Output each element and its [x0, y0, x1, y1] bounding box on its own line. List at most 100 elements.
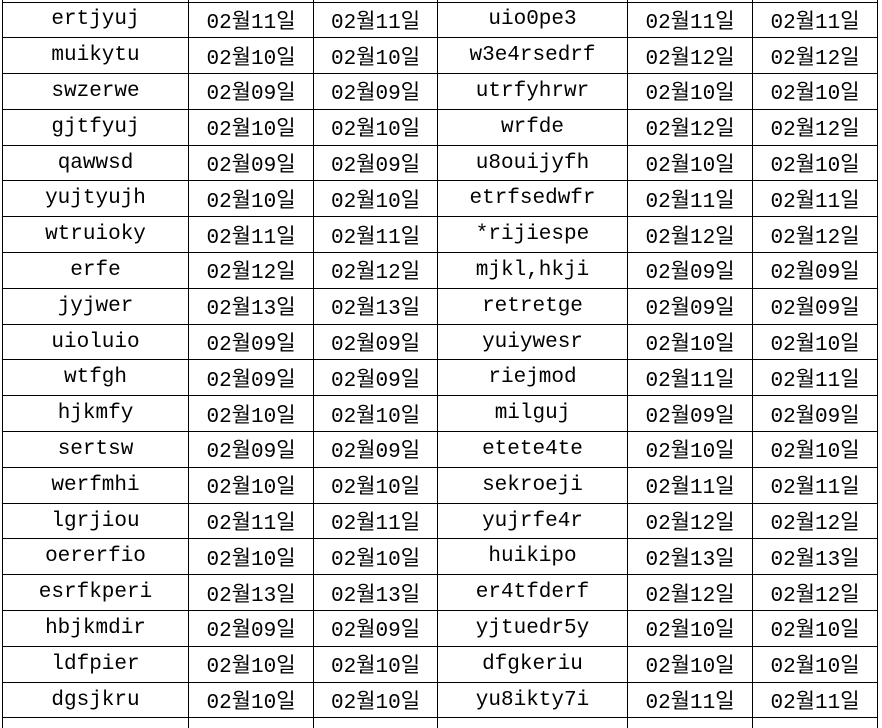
cell-date[interactable]: 02월10일: [752, 323, 878, 361]
cell-date[interactable]: 02월11일: [313, 216, 438, 254]
cell-empty[interactable]: [752, 0, 878, 3]
cell-date[interactable]: 02월09일: [188, 323, 314, 361]
cell-name[interactable]: hjkmfy: [2, 395, 189, 433]
cell-date[interactable]: 02월09일: [627, 395, 753, 433]
cell-name[interactable]: qawwsd: [2, 144, 189, 182]
cell-date[interactable]: 02월10일: [188, 395, 314, 433]
cell-date[interactable]: 02월12일: [752, 216, 878, 254]
cell-name[interactable]: muikytu: [2, 37, 189, 75]
cell-date[interactable]: 02월12일: [313, 252, 438, 289]
cell-date[interactable]: 02월11일: [188, 216, 314, 254]
cell-date[interactable]: 02월09일: [313, 323, 438, 361]
cell-name[interactable]: lgrjiou: [2, 502, 189, 540]
cell-date[interactable]: 02월09일: [752, 252, 878, 289]
cell-empty[interactable]: [313, 717, 438, 728]
cell-date[interactable]: 02월11일: [313, 1, 438, 39]
cell-name[interactable]: riejmod: [437, 359, 628, 397]
cell-name[interactable]: ertjyuj: [2, 1, 189, 39]
cell-date[interactable]: 02월11일: [752, 180, 878, 218]
cell-date[interactable]: 02월09일: [313, 73, 438, 110]
cell-name[interactable]: retretge: [437, 287, 628, 325]
cell-name[interactable]: wtfgh: [2, 359, 189, 397]
cell-date[interactable]: 02월11일: [627, 180, 753, 218]
cell-name[interactable]: yjtuedr5y: [437, 610, 628, 647]
cell-date[interactable]: 02월11일: [627, 681, 753, 719]
cell-date[interactable]: 02월13일: [188, 287, 314, 325]
cell-date[interactable]: 02월09일: [752, 287, 878, 325]
cell-date[interactable]: 02월09일: [188, 610, 314, 647]
cell-date[interactable]: 02월09일: [188, 431, 314, 468]
cell-name[interactable]: jyjwer: [2, 287, 189, 325]
cell-name[interactable]: yujtyujh: [2, 180, 189, 218]
cell-date[interactable]: 02월10일: [313, 37, 438, 75]
cell-date[interactable]: 02월11일: [752, 1, 878, 39]
cell-date[interactable]: 02월09일: [188, 144, 314, 182]
cell-date[interactable]: 02월10일: [188, 538, 314, 576]
cell-date[interactable]: 02월13일: [313, 287, 438, 325]
cell-empty[interactable]: [2, 717, 189, 728]
cell-name[interactable]: etete4te: [437, 431, 628, 468]
cell-date[interactable]: 02월10일: [627, 645, 753, 683]
cell-name[interactable]: oererfio: [2, 538, 189, 576]
cell-date[interactable]: 02월12일: [752, 574, 878, 612]
cell-date[interactable]: 02월09일: [313, 610, 438, 647]
cell-empty[interactable]: [752, 717, 878, 728]
cell-date[interactable]: 02월09일: [752, 395, 878, 433]
cell-date[interactable]: 02월10일: [313, 108, 438, 146]
cell-name[interactable]: milguj: [437, 395, 628, 433]
cell-name[interactable]: *rijiespe: [437, 216, 628, 254]
cell-name[interactable]: gjtfyuj: [2, 108, 189, 146]
cell-date[interactable]: 02월10일: [627, 73, 753, 110]
cell-date[interactable]: 02월11일: [752, 359, 878, 397]
cell-date[interactable]: 02월09일: [188, 359, 314, 397]
cell-date[interactable]: 02월10일: [188, 180, 314, 218]
cell-date[interactable]: 02월10일: [188, 108, 314, 146]
cell-date[interactable]: 02월12일: [627, 216, 753, 254]
cell-name[interactable]: uio0pe3: [437, 1, 628, 39]
cell-empty[interactable]: [627, 717, 753, 728]
cell-name[interactable]: wtruioky: [2, 216, 189, 254]
cell-date[interactable]: 02월09일: [627, 287, 753, 325]
cell-name[interactable]: dgsjkru: [2, 681, 189, 719]
cell-empty[interactable]: [437, 717, 628, 728]
cell-name[interactable]: sertsw: [2, 431, 189, 468]
cell-date[interactable]: 02월13일: [188, 574, 314, 612]
cell-date[interactable]: 02월12일: [752, 502, 878, 540]
cell-name[interactable]: u8ouijyfh: [437, 144, 628, 182]
cell-name[interactable]: yuiywesr: [437, 323, 628, 361]
cell-name[interactable]: mjkl,hkji: [437, 252, 628, 289]
cell-date[interactable]: 02월10일: [627, 144, 753, 182]
cell-name[interactable]: yujrfe4r: [437, 502, 628, 540]
cell-date[interactable]: 02월10일: [188, 645, 314, 683]
cell-date[interactable]: 02월10일: [313, 466, 438, 504]
cell-date[interactable]: 02월12일: [752, 108, 878, 146]
cell-date[interactable]: 02월12일: [627, 574, 753, 612]
cell-date[interactable]: 02월11일: [188, 502, 314, 540]
cell-date[interactable]: 02월13일: [627, 538, 753, 576]
cell-date[interactable]: 02월11일: [627, 359, 753, 397]
cell-date[interactable]: 02월10일: [188, 681, 314, 719]
cell-name[interactable]: huikipo: [437, 538, 628, 576]
cell-date[interactable]: 02월10일: [752, 73, 878, 110]
cell-empty[interactable]: [188, 717, 314, 728]
cell-date[interactable]: 02월10일: [752, 144, 878, 182]
cell-date[interactable]: 02월10일: [752, 610, 878, 647]
cell-name[interactable]: erfe: [2, 252, 189, 289]
cell-date[interactable]: 02월10일: [313, 395, 438, 433]
cell-date[interactable]: 02월10일: [313, 645, 438, 683]
cell-date[interactable]: 02월09일: [627, 252, 753, 289]
cell-date[interactable]: 02월12일: [188, 252, 314, 289]
cell-date[interactable]: 02월10일: [188, 466, 314, 504]
cell-name[interactable]: wrfde: [437, 108, 628, 146]
cell-name[interactable]: w3e4rsedrf: [437, 37, 628, 75]
cell-date[interactable]: 02월09일: [313, 359, 438, 397]
cell-date[interactable]: 02월10일: [313, 538, 438, 576]
cell-date[interactable]: 02월10일: [313, 681, 438, 719]
cell-date[interactable]: 02월11일: [313, 502, 438, 540]
cell-date[interactable]: 02월12일: [627, 37, 753, 75]
cell-date[interactable]: 02월12일: [627, 502, 753, 540]
cell-date[interactable]: 02월12일: [627, 108, 753, 146]
cell-date[interactable]: 02월11일: [188, 1, 314, 39]
cell-date[interactable]: 02월10일: [627, 431, 753, 468]
cell-date[interactable]: 02월13일: [752, 538, 878, 576]
